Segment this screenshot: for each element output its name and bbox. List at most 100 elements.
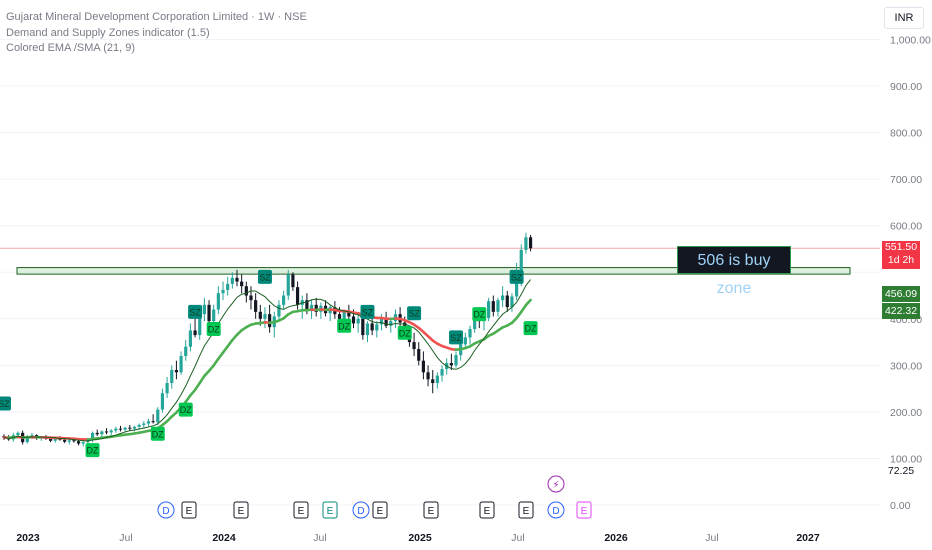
candle-body <box>67 440 71 442</box>
dz-marker: DZ <box>523 321 538 336</box>
candle-body <box>132 426 137 429</box>
time-axis: 2023 Jul 2024 Jul 2025 Jul 2026 Jul 2027 <box>16 532 820 544</box>
candle-body <box>370 323 374 331</box>
earnings-icon[interactable]: E <box>372 501 388 519</box>
candle-body <box>16 432 20 436</box>
candle-body <box>412 342 416 350</box>
earnings-icon-shape <box>372 501 388 519</box>
candle-body <box>277 304 281 317</box>
buy-zone-annotation[interactable]: 506 is buy zone <box>677 246 791 297</box>
candle-body <box>188 330 192 347</box>
candle-body <box>496 300 500 312</box>
x-tick-label: 2023 <box>16 532 40 544</box>
x-tick-label: Jul <box>313 532 326 544</box>
legend-symbol-title[interactable]: Gujarat Mineral Development Corporation … <box>6 11 307 23</box>
dz-marker-box <box>472 307 487 322</box>
split-icon-shape <box>547 475 565 493</box>
candle-body <box>342 311 346 322</box>
candle-body <box>53 438 57 441</box>
dividend-icon[interactable]: D <box>157 501 175 519</box>
sz-marker-label: SZ <box>0 399 10 409</box>
dividend-icon[interactable]: D <box>547 501 565 519</box>
candle-body <box>165 383 169 394</box>
candle-body <box>282 295 286 305</box>
low-marker-value: 72.25 <box>887 465 915 477</box>
earnings-icon[interactable]: E <box>181 501 197 519</box>
dividend-icon-shape <box>547 501 565 519</box>
candle-body <box>258 311 262 319</box>
earnings-icon-glyph: E <box>238 506 245 517</box>
split-icon[interactable]: ⚡ <box>547 475 565 493</box>
legend-indicator-dsz[interactable]: Demand and Supply Zones indicator (1.5) <box>6 26 210 39</box>
candle-body <box>72 440 76 442</box>
dz-marker-label: DZ <box>87 446 99 456</box>
earnings-icon-glyph: E <box>186 506 193 517</box>
buy-zone-rect <box>16 267 851 275</box>
ema-segment <box>198 374 206 385</box>
last-price-tag: 551.50 1d 2h <box>882 241 920 269</box>
dz-marker-box <box>150 426 165 441</box>
candle-body <box>305 300 309 310</box>
earnings-icon[interactable]: E <box>293 501 309 519</box>
candle-body <box>235 277 239 282</box>
candle-body <box>114 428 118 431</box>
earnings-icon[interactable]: E <box>423 501 439 519</box>
candle-body <box>291 274 295 288</box>
candle-body <box>431 379 435 384</box>
sz-marker-label: SZ <box>362 307 374 317</box>
currency-selector[interactable]: INR <box>884 7 924 29</box>
earnings-icon[interactable]: E <box>576 501 592 519</box>
candle-body <box>179 356 183 373</box>
dz-marker-label: DZ <box>525 324 537 334</box>
candle-body <box>384 318 388 326</box>
dz-marker-box <box>523 321 538 336</box>
candle-body <box>90 432 95 440</box>
candle-body <box>174 370 179 373</box>
legend-indicator-ema-sma[interactable]: Colored EMA /SMA (21, 9) <box>6 42 135 54</box>
sz-marker-box <box>360 304 375 319</box>
dz-marker-box <box>85 443 100 458</box>
earnings-icon-glyph: E <box>377 506 384 517</box>
dz-marker-label: DZ <box>208 325 220 335</box>
candle-body <box>347 311 351 317</box>
earnings-icon[interactable]: E <box>322 501 338 519</box>
dividend-icon[interactable]: D <box>352 501 370 519</box>
dividend-icon-glyph: D <box>162 506 169 517</box>
candle-body <box>519 249 523 270</box>
sma-value-tag: 422.32 <box>882 303 920 319</box>
dz-marker-label: DZ <box>180 405 192 415</box>
ema-value-tag: 456.09 <box>882 286 920 302</box>
sz-marker: SZ <box>0 396 11 411</box>
dz-marker-label: DZ <box>152 429 164 439</box>
candle-body <box>123 427 127 430</box>
dz-marker-box <box>206 322 221 337</box>
x-tick-label: Jul <box>119 532 132 544</box>
x-tick-label: Jul <box>511 532 524 544</box>
candle-body <box>468 329 472 338</box>
split-icon-glyph: ⚡ <box>552 480 559 491</box>
candle-body <box>230 277 234 284</box>
ema-segment <box>193 381 202 392</box>
earnings-icon[interactable]: E <box>479 501 495 519</box>
low-marker-label: 72.25 <box>882 464 920 478</box>
dz-marker: DZ <box>85 443 100 458</box>
sz-marker-label: SZ <box>511 272 523 282</box>
candle-body <box>198 314 202 336</box>
earnings-icon-shape <box>233 501 249 519</box>
earnings-icon[interactable]: E <box>233 501 249 519</box>
candle-body <box>501 295 505 301</box>
candle-body <box>142 423 146 425</box>
candle-body <box>76 441 81 444</box>
ema-value: 456.09 <box>884 288 918 300</box>
candle-body <box>528 237 533 249</box>
earnings-icon[interactable]: E <box>518 501 534 519</box>
candle-body <box>128 427 132 429</box>
earnings-icon-shape <box>181 501 197 519</box>
sma-line <box>3 279 531 442</box>
candle-body <box>449 363 453 366</box>
earnings-icon-glyph: E <box>484 506 491 517</box>
candle-body <box>240 281 244 287</box>
dz-marker-box <box>178 402 193 417</box>
earnings-icon-shape <box>423 501 439 519</box>
